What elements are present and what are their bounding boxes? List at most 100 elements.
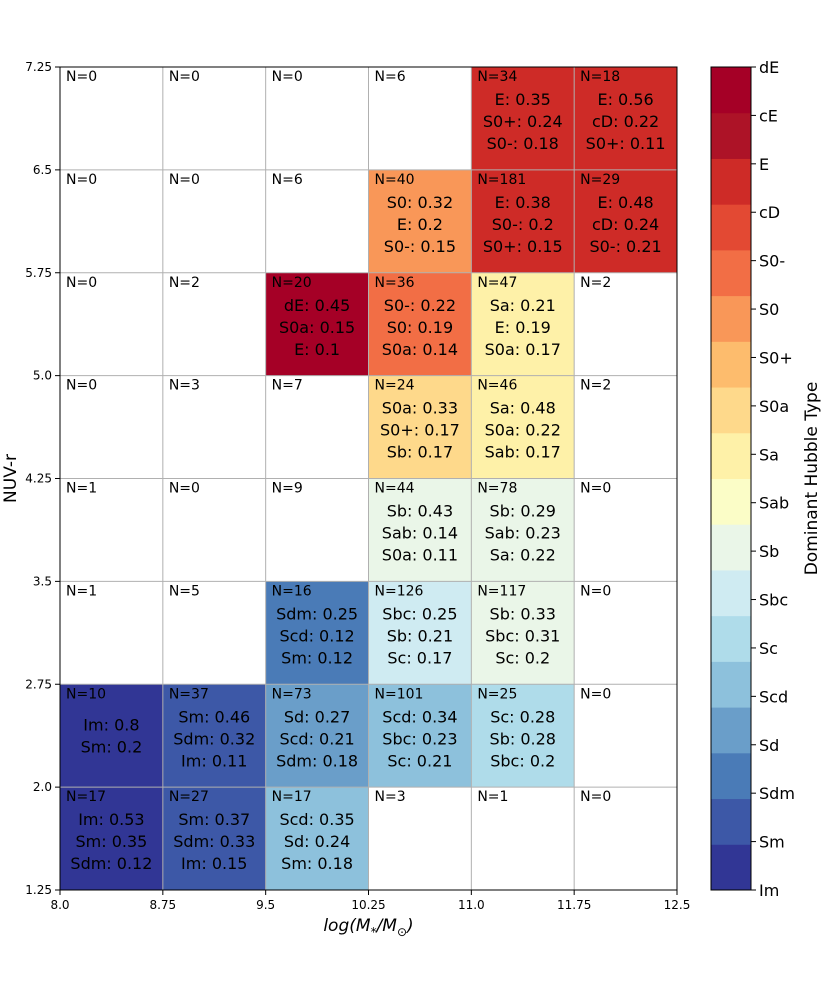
colorbar-segment (711, 295, 751, 342)
colorbar-segment (711, 661, 751, 708)
cell-fraction: Sb: 0.43 (387, 502, 453, 521)
colorbar-tick-label: S0a (759, 397, 789, 416)
cell-fraction: S0-: 0.18 (487, 134, 559, 153)
colorbar-segment (711, 798, 751, 845)
cell-fraction: Sb: 0.21 (387, 626, 453, 645)
y-tick-label: 3.5 (33, 574, 52, 588)
cell-count: N=0 (580, 789, 611, 805)
cell-count: N=0 (169, 172, 200, 188)
colorbar: Im Sm Sdm Sd Scd Sc Sbc Sb Sab Sa S0a S0+ S0 S0- cD EcE… (710, 58, 795, 900)
cell-count: N=0 (66, 378, 97, 394)
cell-count: N=101 (375, 686, 424, 702)
heatmap-cell (471, 684, 575, 788)
colorbar-segment (711, 67, 751, 114)
cell-fraction: Sc: 0.28 (490, 707, 555, 726)
cell-fraction: E: 0.19 (495, 318, 551, 337)
colorbar-tick-label: Sb (759, 542, 779, 561)
cell-fraction: S0-: 0.2 (492, 215, 554, 234)
cell-count: N=10 (66, 686, 106, 702)
colorbar-tick-label: cE (759, 106, 778, 125)
heatmap-cell (471, 375, 575, 479)
cell-fraction: S0a: 0.22 (485, 421, 561, 440)
heatmap-cell (574, 67, 677, 170)
cell-fraction: Sd: 0.27 (284, 707, 350, 726)
cell-count: N=2 (169, 275, 200, 291)
cell-count: N=3 (375, 789, 406, 805)
heatmap-cell (471, 169, 575, 273)
cell-fraction: S0: 0.19 (387, 318, 453, 337)
cell-count: N=0 (66, 275, 97, 291)
colorbar-segment (711, 752, 751, 800)
cell-count: N=181 (477, 172, 526, 188)
cell-fraction: S0-: 0.21 (589, 237, 661, 256)
colorbar-tick-label: Sa (759, 445, 779, 464)
cell-count: N=9 (272, 481, 303, 497)
heatmap-cell (471, 67, 575, 170)
cell-count: N=78 (477, 481, 517, 497)
heatmap-cell (162, 787, 266, 890)
y-tick-label: 1.25 (25, 883, 52, 897)
cell-labels: N=0 N=0 N=0 N=6 N=34 E: 0.35 S0+: 0.24 S0-: 0.1… (66, 69, 666, 873)
cell-fraction: Sb: 0.33 (490, 604, 556, 623)
heatmap-cell (265, 581, 369, 685)
cell-fraction: Scd: 0.12 (279, 626, 354, 645)
colorbar-label: Dominant Hubble Type (802, 382, 822, 576)
cell-count: N=34 (477, 69, 517, 85)
cell-count: N=0 (66, 172, 97, 188)
cell-count: N=24 (375, 378, 415, 394)
cell-count: N=18 (580, 69, 620, 85)
cell-fraction: Sbc: 0.23 (382, 729, 457, 748)
cell-fraction: Sa: 0.22 (490, 546, 556, 565)
cell-fraction: Sm: 0.35 (75, 832, 147, 851)
cell-fraction: S0-: 0.22 (384, 296, 456, 315)
cell-fraction: E: 0.35 (495, 90, 551, 109)
cell-fraction: Scd: 0.21 (279, 729, 354, 748)
cell-count: N=0 (66, 69, 97, 85)
cell-count: N=0 (580, 686, 611, 702)
cell-count: N=73 (272, 686, 312, 702)
colorbar-segment (711, 158, 751, 205)
cell-fraction: Sbc: 0.2 (490, 751, 555, 770)
cell-fraction: dE: 0.45 (284, 296, 350, 315)
cell-fraction: S0+: 0.11 (586, 134, 666, 153)
grid-lines (60, 67, 677, 890)
colorbar-segment (711, 569, 751, 617)
heatmap-cell (368, 272, 472, 376)
cell-count: N=1 (477, 789, 508, 805)
cell-count: N=29 (580, 172, 620, 188)
y-tick-label: 2.0 (33, 780, 52, 794)
cell-count: N=0 (580, 583, 611, 599)
cell-fraction: S0a: 0.17 (485, 340, 561, 359)
cell-fraction: Sb: 0.29 (490, 502, 556, 521)
cell-fraction: Sc: 0.2 (495, 648, 550, 667)
heatmap-cell (265, 684, 369, 788)
cell-fraction: S0+: 0.15 (483, 237, 563, 256)
colorbar-segment (711, 387, 751, 434)
colorbar-tick-label: Sd (759, 736, 779, 755)
colorbar-segment (711, 341, 751, 388)
cell-fraction: Im: 0.15 (181, 854, 247, 873)
colorbar-tick-label: E (759, 155, 769, 174)
x-tick-label: 9.5 (256, 898, 275, 912)
colorbar-tick-label: Sbc (759, 591, 788, 610)
cell-count: N=117 (477, 583, 526, 599)
cell-fraction: Sbc: 0.31 (485, 626, 560, 645)
colorbar-segment (711, 112, 751, 159)
y-tick-label: 5.75 (25, 266, 52, 280)
cell-count: N=1 (66, 481, 97, 497)
cell-count: N=27 (169, 789, 209, 805)
cell-fraction: Sdm: 0.33 (173, 832, 255, 851)
colorbar-tick-label: S0- (759, 252, 785, 271)
heatmap-cell (265, 787, 369, 890)
cell-fraction: Sa: 0.21 (490, 296, 556, 315)
y-tick-label: 2.75 (25, 677, 52, 691)
colorbar-tick-label: dE (759, 58, 779, 77)
heatmap-cell (368, 684, 472, 788)
colorbar-tick-label: cD (759, 203, 780, 222)
cell-count: N=2 (580, 378, 611, 394)
heatmap-cell (368, 375, 472, 479)
cell-fraction: cD: 0.22 (592, 112, 659, 131)
colorbar-tick-label: Scd (759, 687, 788, 706)
colorbar-segment (711, 707, 751, 754)
colorbar-segment (711, 524, 751, 571)
